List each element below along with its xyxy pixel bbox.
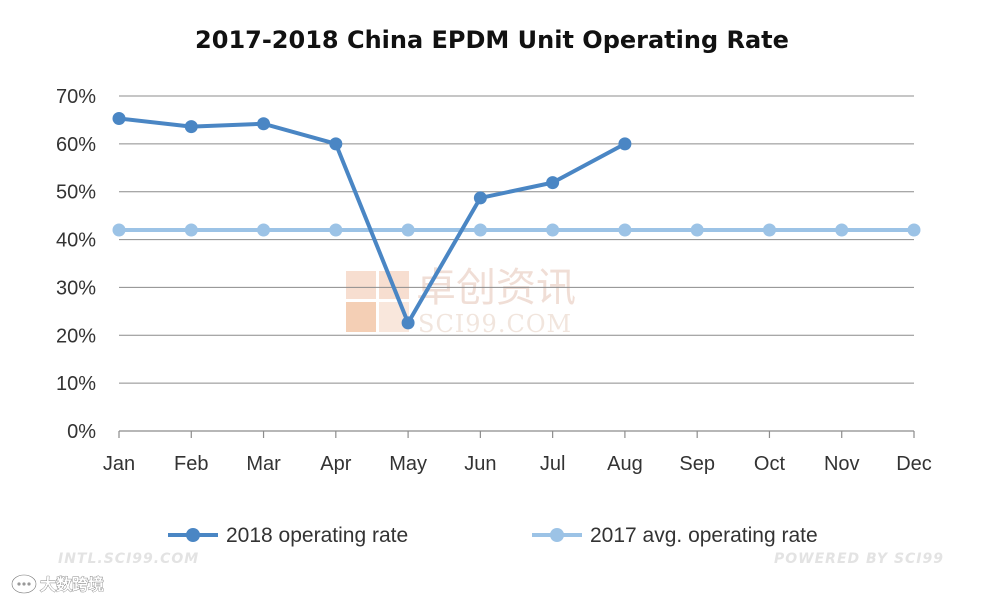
footer-left-watermark: INTL.SCI99.COM: [58, 551, 199, 567]
data-point: [762, 223, 776, 237]
chat-bubble-icon: [11, 574, 37, 594]
data-point: [112, 223, 126, 237]
watermark-block-2: [346, 302, 376, 332]
data-point: [618, 137, 632, 151]
x-tick-label: May: [389, 453, 427, 475]
footer-right-watermark: POWERED BY SCI99: [774, 551, 944, 567]
data-point: [257, 117, 271, 131]
series-2017: [112, 223, 921, 237]
watermark-logo: 卓创资讯 SCI99.COM: [346, 265, 576, 338]
x-tick-label: Apr: [320, 453, 351, 475]
watermark-chinese: 卓创资讯: [416, 265, 576, 311]
data-point: [184, 223, 198, 237]
legend: 2018 operating rate 2017 avg. operating …: [168, 524, 818, 547]
legend-label-2017: 2017 avg. operating rate: [590, 524, 818, 547]
source-badge: 大数跨境: [11, 574, 104, 594]
data-point: [546, 223, 560, 237]
x-tick-label: Jul: [540, 453, 566, 475]
gridlines: [119, 95, 914, 384]
y-tick-label: 30%: [56, 277, 96, 299]
data-point: [112, 111, 126, 125]
x-tick-label: Feb: [174, 453, 208, 475]
data-point: [184, 120, 198, 134]
series: [112, 111, 921, 330]
y-tick-label: 70%: [56, 86, 96, 108]
y-tick-labels: 0% 10% 20% 30% 40% 50% 60% 70%: [56, 86, 96, 443]
data-point: [401, 223, 415, 237]
y-tick-label: 50%: [56, 182, 96, 204]
x-tick-label: Sep: [679, 453, 715, 475]
data-point: [401, 316, 415, 330]
legend-swatch-marker-2018: [186, 528, 200, 542]
data-point: [907, 223, 921, 237]
x-tick-label: Jan: [103, 453, 135, 475]
axes: [118, 430, 915, 438]
x-tick-label: Dec: [896, 453, 932, 475]
y-tick-label: 0%: [67, 421, 96, 443]
x-tick-label: Oct: [754, 453, 786, 475]
x-tick-label: Nov: [824, 453, 860, 475]
data-point: [473, 223, 487, 237]
data-point: [329, 137, 343, 151]
legend-item-2017: 2017 avg. operating rate: [532, 524, 818, 547]
y-tick-label: 20%: [56, 325, 96, 347]
legend-label-2018: 2018 operating rate: [226, 524, 408, 547]
data-point: [329, 223, 343, 237]
watermark-english: SCI99.COM: [418, 310, 572, 338]
legend-swatch-marker-2017: [550, 528, 564, 542]
data-point: [257, 223, 271, 237]
x-tick-labels: Jan Feb Mar Apr May Jun Jul Aug Sep Oct Nov Dec: [103, 453, 932, 475]
y-tick-label: 10%: [56, 373, 96, 395]
data-point: [835, 223, 849, 237]
data-point: [690, 223, 704, 237]
x-tick-label: Jun: [464, 453, 496, 475]
chart-title: 2017-2018 China EPDM Unit Operating Rate: [195, 26, 789, 54]
watermark-block-1: [346, 271, 376, 299]
y-tick-label: 60%: [56, 134, 96, 156]
badge-label: 大数跨境: [40, 575, 104, 594]
data-point: [546, 176, 560, 190]
series-line: [118, 116, 626, 325]
data-point: [473, 191, 487, 205]
legend-item-2018: 2018 operating rate: [168, 524, 408, 547]
x-tick-label: Aug: [607, 453, 643, 475]
data-point: [618, 223, 632, 237]
series-2018: [112, 111, 632, 330]
x-tick-label: Mar: [246, 453, 281, 475]
y-tick-label: 40%: [56, 230, 96, 252]
